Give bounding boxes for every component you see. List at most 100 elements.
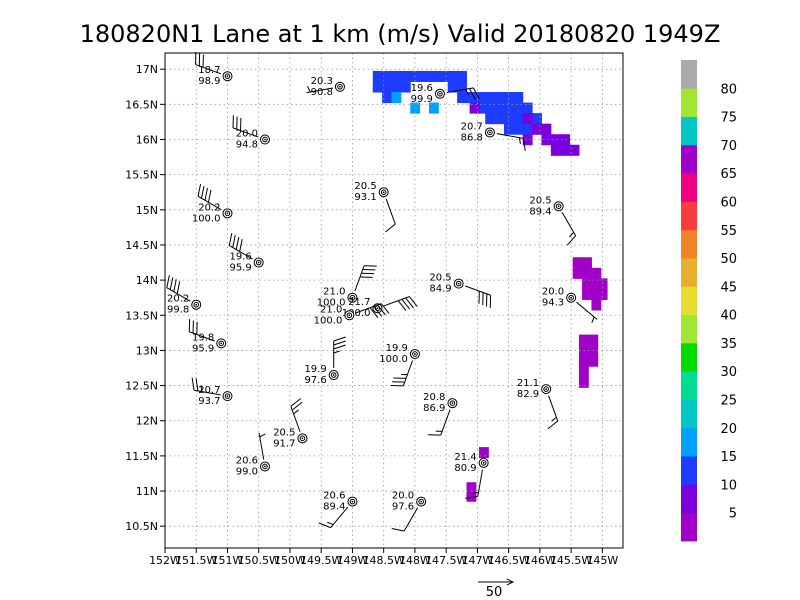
barb-feather bbox=[207, 189, 212, 203]
swath-cell bbox=[513, 102, 524, 114]
barb-feather bbox=[228, 233, 233, 246]
station-inner-ring bbox=[224, 393, 231, 399]
dropsonde-layer: 18.798.9 20.390.8 19.699.920.786.820.094.8… bbox=[166, 51, 598, 532]
dropsonde-station: 20.786.8 bbox=[461, 121, 526, 151]
station-dot bbox=[195, 303, 198, 306]
station-wind-speed: 20.5 bbox=[273, 427, 295, 438]
swath-cell bbox=[503, 113, 514, 125]
station-inner-ring bbox=[346, 312, 353, 319]
station-inner-ring bbox=[568, 294, 574, 301]
station-inner-ring bbox=[224, 73, 231, 80]
y-tick-label: 16.5N bbox=[125, 98, 158, 111]
station-wind-speed: 21.0 bbox=[320, 304, 342, 315]
swath-cell bbox=[475, 102, 486, 114]
y-tick-label: 15.5N bbox=[125, 169, 158, 182]
swath-cell bbox=[494, 92, 505, 104]
station-wind-speed: 18.7 bbox=[198, 65, 220, 76]
station-inner-ring bbox=[337, 83, 343, 90]
barb-shaft bbox=[166, 287, 191, 302]
swath-cell bbox=[485, 113, 496, 125]
station-dot bbox=[570, 296, 573, 299]
swath-cell bbox=[591, 278, 602, 290]
swath-cell bbox=[457, 81, 467, 93]
station-dot bbox=[301, 437, 304, 440]
x-axis-ticks: 152W151.5W151W150.5W150W149.5W149W148.5W… bbox=[149, 548, 618, 567]
x-tick-label: 150.5W bbox=[238, 554, 280, 567]
colorbar-label: 20 bbox=[720, 422, 737, 437]
station-inner-ring bbox=[255, 259, 262, 266]
barb-feather bbox=[204, 187, 208, 201]
barb-feather bbox=[397, 300, 407, 311]
station-dot bbox=[264, 138, 266, 141]
swath-cell bbox=[503, 92, 514, 104]
x-tick-label: 145.5W bbox=[550, 554, 592, 567]
swath-cell bbox=[572, 267, 583, 279]
swath-cell bbox=[591, 267, 602, 279]
barb-feather bbox=[472, 87, 480, 100]
swath-cell bbox=[532, 123, 542, 135]
colorbar-label: 70 bbox=[720, 139, 737, 154]
barb-feather bbox=[333, 336, 346, 342]
barb-shaft bbox=[440, 409, 451, 436]
swath-cell bbox=[522, 134, 533, 146]
dropsonde-station: 20.390.8 bbox=[306, 76, 345, 98]
colorbar-label: 25 bbox=[720, 394, 737, 409]
station-inner-ring bbox=[555, 203, 562, 210]
dropsonde-station: 19.699.9 bbox=[411, 83, 480, 105]
colorbar-label: 65 bbox=[720, 167, 737, 182]
station-dot bbox=[451, 402, 454, 405]
station-wind-speed: 20.6 bbox=[236, 455, 258, 466]
colorbar-label: 60 bbox=[720, 195, 737, 210]
station-inner-ring bbox=[224, 210, 231, 217]
station-dot bbox=[482, 462, 485, 464]
colorbar-swatch bbox=[681, 484, 697, 514]
colorbar-label: 45 bbox=[720, 280, 737, 295]
station-percent: 97.6 bbox=[392, 502, 414, 513]
swath-north-band-purple bbox=[469, 102, 580, 156]
swath-cell bbox=[522, 102, 533, 114]
barb-feather bbox=[566, 235, 577, 246]
colorbar-label: 55 bbox=[720, 224, 737, 239]
station-percent: 86.9 bbox=[423, 403, 445, 414]
dropsonde-station: 19.997.6 bbox=[304, 336, 346, 386]
colorbar-swatch bbox=[681, 286, 697, 316]
dropsonde-station: 19.695.9 bbox=[228, 233, 264, 274]
swath-cell bbox=[578, 334, 589, 346]
barb-shaft bbox=[306, 87, 334, 94]
station-dot bbox=[332, 374, 335, 376]
colorbar-label: 10 bbox=[720, 478, 737, 493]
station-dot bbox=[226, 75, 229, 78]
station-dot bbox=[376, 307, 379, 310]
station-percent: 89.4 bbox=[323, 502, 345, 513]
barb-feather bbox=[195, 378, 199, 391]
y-tick-label: 14.5N bbox=[125, 239, 158, 252]
station-inner-ring bbox=[193, 301, 200, 308]
barb-half-feather bbox=[472, 491, 479, 494]
colorbar-label: 50 bbox=[720, 252, 737, 267]
station-percent: 93.1 bbox=[354, 192, 376, 203]
barb-half-feather bbox=[327, 521, 334, 526]
station-wind-speed: 20.5 bbox=[429, 273, 451, 284]
station-inner-ring bbox=[437, 90, 443, 97]
dropsonde-station: 20.689.4 bbox=[318, 491, 358, 529]
barb-shaft bbox=[258, 432, 265, 460]
station-percent: 100.0 bbox=[192, 213, 221, 224]
barb-feather bbox=[333, 344, 346, 350]
station-wind-speed: 20.5 bbox=[529, 195, 551, 206]
swath-cell bbox=[578, 355, 589, 367]
station-inner-ring bbox=[262, 136, 268, 143]
reference-vector-label: 50 bbox=[486, 585, 503, 600]
station-wind-speed: 20.7 bbox=[461, 121, 483, 132]
swath-cell bbox=[391, 81, 402, 93]
station-dot bbox=[439, 92, 441, 95]
barb-feather bbox=[176, 281, 181, 294]
station-percent: 99.9 bbox=[411, 94, 433, 105]
colorbar-swatch bbox=[681, 399, 697, 429]
barb-shaft bbox=[385, 198, 396, 225]
station-percent: 95.9 bbox=[229, 263, 251, 274]
station-wind-speed: 19.6 bbox=[411, 83, 433, 94]
barb-shaft bbox=[402, 360, 414, 387]
barb-shaft bbox=[446, 87, 474, 94]
station-percent: 98.9 bbox=[198, 76, 220, 87]
station-wind-speed: 20.6 bbox=[323, 491, 345, 502]
